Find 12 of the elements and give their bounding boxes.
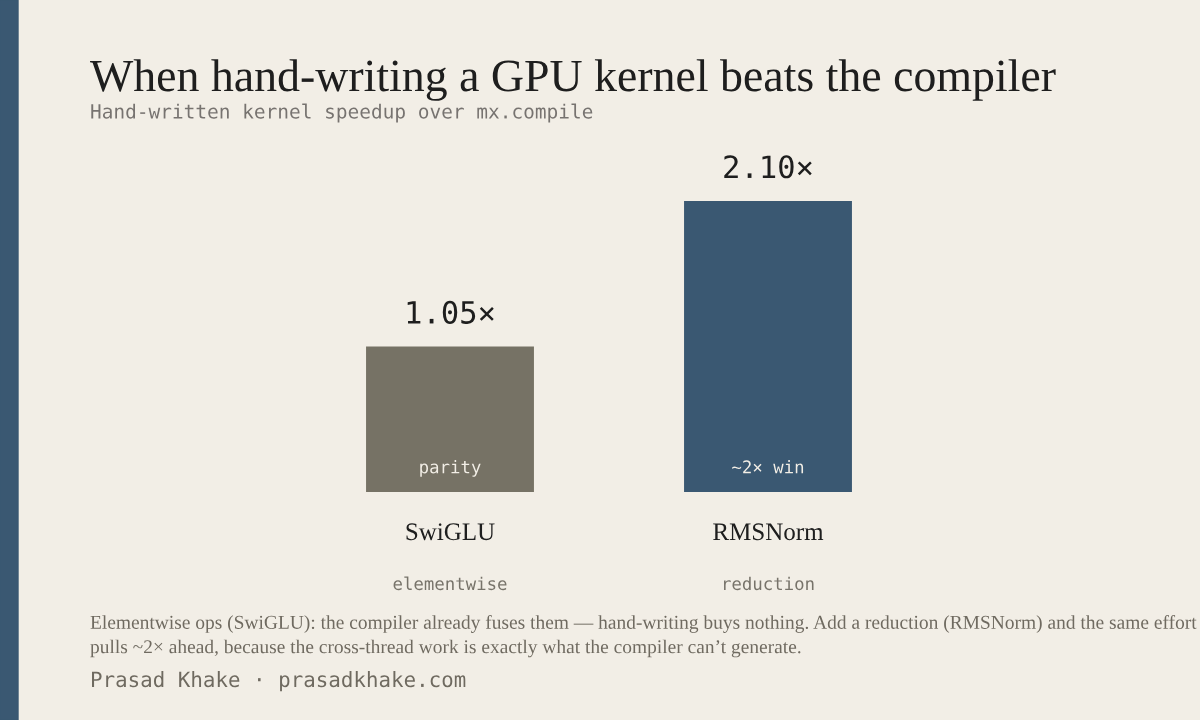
annotation: parity bbox=[420, 460, 481, 477]
data-label: 1.05× bbox=[407, 300, 494, 324]
text: reduction bbox=[724, 576, 814, 591]
chart-title: When hand-writing a GPU kernel beats the compiler bbox=[90, 59, 1056, 101]
text: elementwise bbox=[393, 576, 507, 591]
data-label: 2.10× bbox=[724, 155, 812, 179]
chart-subtitle: Hand-written kernel speedup over mx.compile bbox=[91, 103, 593, 123]
x-tick-label: RMSNorm bbox=[713, 523, 824, 541]
annotation: ~2× win bbox=[732, 460, 804, 474]
text: Elementwise ops (SwiGLU): the compiler already fuses them — hand-writing buys nothing. Add a reduction (RMSNorm) and the same effort pulls ~2× ahead, because the cross-thread work is exactly what the compiler can’t generate. bbox=[90, 615, 1197, 658]
text: Prasad Khake · prasadkhake.com bbox=[92, 671, 466, 692]
x-tick-label: SwiGLU bbox=[406, 523, 495, 541]
